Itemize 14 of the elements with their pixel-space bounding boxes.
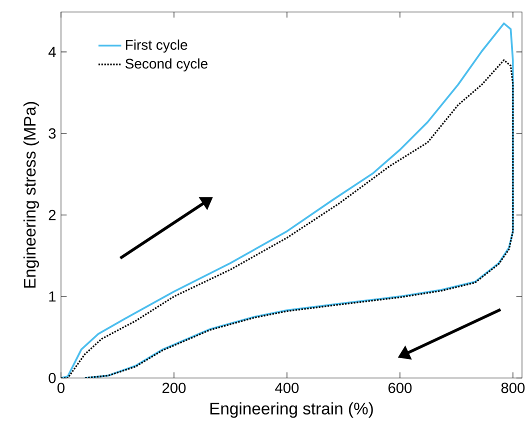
- y-tick-label: 0: [48, 372, 56, 384]
- legend-label: First cycle: [126, 40, 188, 53]
- y-axis-title: Engineering stress (MPa): [23, 102, 39, 288]
- legend-label: Second cycle: [125, 58, 208, 72]
- x-tick-label: 0: [57, 382, 64, 394]
- y-tick-label: 1: [49, 291, 56, 302]
- x-tick-label: 600: [388, 382, 412, 394]
- x-tick-label: 800: [501, 382, 525, 394]
- y-tick-label: 2: [48, 210, 56, 220]
- y-tick-label: 3: [48, 128, 56, 139]
- y-tick-label: 4: [48, 46, 56, 57]
- x-axis-title: Engineering strain (%): [210, 402, 373, 418]
- x-tick-label: 200: [162, 382, 186, 394]
- x-tick-label: 400: [275, 382, 299, 394]
